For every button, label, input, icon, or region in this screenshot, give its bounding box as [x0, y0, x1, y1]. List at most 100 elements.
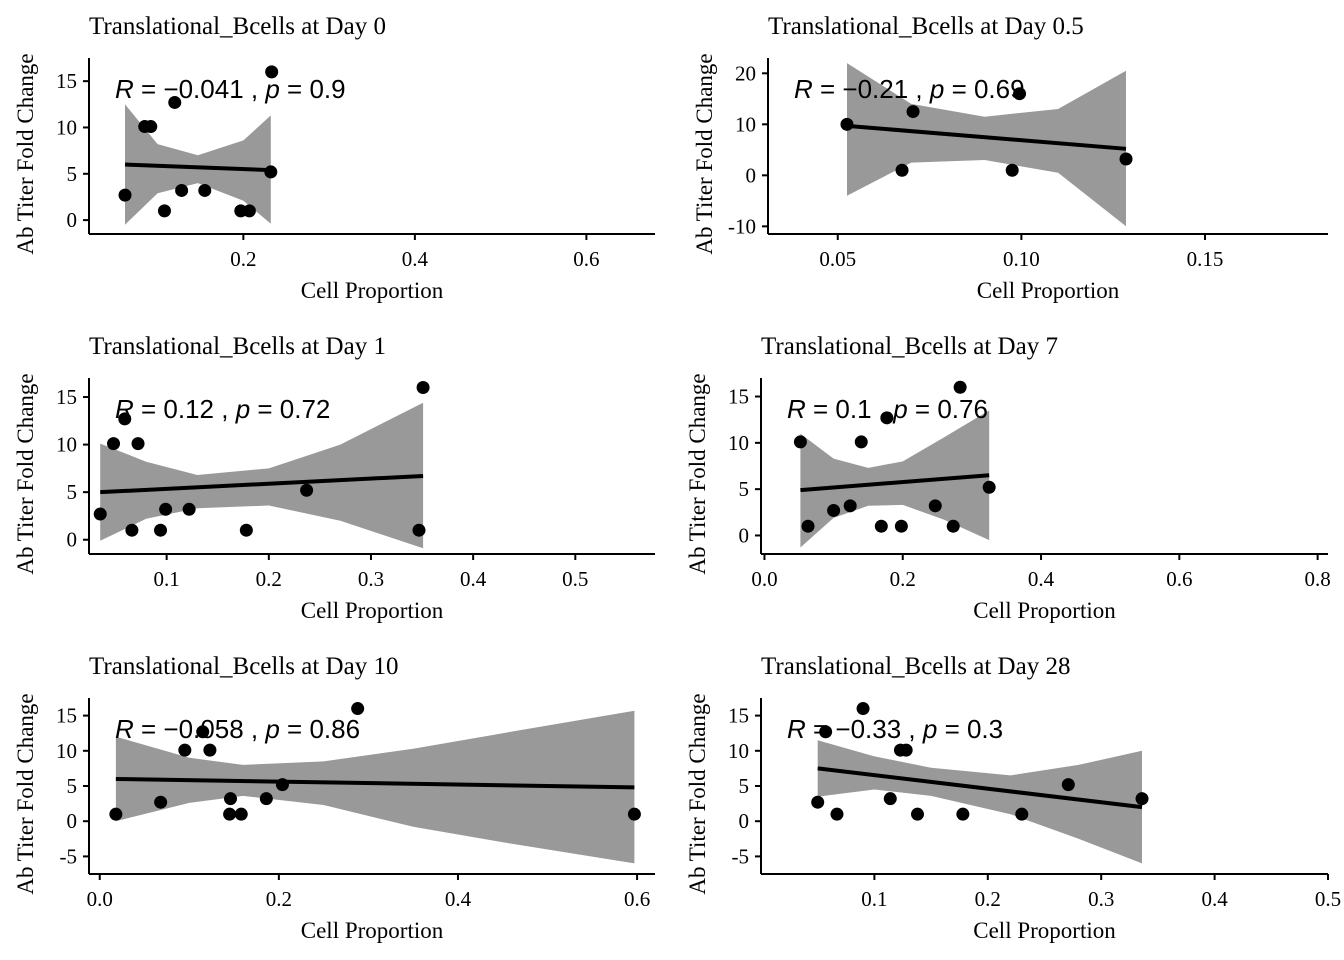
data-point — [109, 807, 123, 821]
r-label: R — [794, 74, 813, 104]
y-axis-title: Ab Titer Fold Change — [13, 53, 38, 254]
r-label: R — [787, 394, 806, 424]
x-tick-label: 0.4 — [1201, 887, 1228, 911]
x-tick-label: 0.3 — [1088, 887, 1114, 911]
data-point — [811, 795, 825, 809]
y-axis-title: Ab Titer Fold Change — [13, 693, 38, 894]
data-point — [412, 523, 426, 537]
x-tick-label: 0.15 — [1187, 247, 1224, 271]
r-label: R — [115, 714, 134, 744]
data-point — [899, 743, 913, 757]
data-point — [159, 502, 173, 516]
r-value: = −0.058 , — [134, 714, 266, 744]
confidence-band — [800, 410, 990, 548]
x-tick-label: 0.10 — [1003, 247, 1040, 271]
y-tick-label: 0 — [67, 528, 78, 552]
data-point — [880, 411, 894, 425]
y-tick-label: 10 — [56, 739, 77, 763]
x-tick-label: 0.2 — [266, 887, 292, 911]
data-point — [178, 743, 192, 757]
y-tick-label: 10 — [735, 112, 756, 136]
data-point — [819, 725, 833, 739]
y-tick-label: 15 — [56, 385, 77, 409]
x-tick-label: 0.4 — [402, 247, 429, 271]
panel-title: Translational_Bcells at Day 0.5 — [768, 13, 1084, 40]
panel-title: Translational_Bcells at Day 0 — [89, 13, 386, 40]
regression-line — [100, 473, 424, 495]
y-tick-label: 0 — [67, 208, 78, 232]
data-point — [1135, 792, 1149, 806]
x-tick-label: 0.2 — [256, 567, 282, 591]
y-tick-label: 5 — [67, 480, 78, 504]
x-axis-title: Cell Proportion — [301, 918, 444, 943]
chart-panel-3: 0.1 0.2 0.3 0.4 0.5 0 5 10 15 Translational_Bcell… — [13, 333, 655, 623]
data-point — [118, 188, 132, 202]
data-point — [224, 792, 237, 806]
correlation-annotation: R = −0.058 , p = 0.86 — [115, 714, 360, 744]
x-tick-label: 0.1 — [154, 567, 180, 591]
y-tick-label: 0 — [746, 163, 757, 187]
data-point — [801, 519, 815, 533]
confidence-band — [100, 402, 424, 549]
confidence-band — [847, 63, 1126, 227]
regression-line — [124, 162, 271, 173]
data-point — [894, 519, 908, 533]
data-point — [264, 165, 278, 179]
x-tick-label: 0.4 — [1028, 567, 1055, 591]
y-axis-title: Ab Titer Fold Change — [685, 373, 710, 574]
y-axis-title: Ab Titer Fold Change — [692, 53, 717, 254]
r-value: = −0.21 , — [813, 74, 930, 104]
y-tick-label: 10 — [728, 431, 749, 455]
data-point — [953, 380, 967, 394]
y-tick-label: -5 — [60, 844, 78, 868]
correlation-annotation: R = −0.33 , p = 0.3 — [787, 714, 1003, 744]
y-tick-label: 5 — [67, 162, 78, 186]
r-value: = 0.1 , — [806, 394, 893, 424]
x-tick-label: 0.6 — [624, 887, 650, 911]
x-axis-title: Cell Proportion — [301, 598, 444, 623]
data-point — [928, 499, 942, 513]
data-point — [840, 117, 854, 131]
r-label: R — [787, 714, 806, 744]
x-tick-label: 0.05 — [819, 247, 856, 271]
correlation-annotation: R = 0.1 , p = 0.76 — [787, 394, 988, 424]
p-value: = 0.9 — [280, 74, 346, 104]
data-point — [223, 807, 237, 821]
y-tick-label: 15 — [56, 69, 77, 93]
r-value: = −0.33 , — [806, 714, 923, 744]
y-tick-label: 5 — [739, 477, 750, 501]
data-point — [168, 95, 182, 109]
x-tick-label: 0.2 — [975, 887, 1001, 911]
x-axis-title: Cell Proportion — [301, 278, 444, 303]
data-point — [856, 702, 870, 716]
data-point — [956, 807, 970, 821]
data-point — [910, 807, 924, 821]
r-label: R — [115, 74, 134, 104]
data-point — [144, 120, 158, 134]
data-point — [830, 807, 844, 821]
chart-panel-6: 0.1 0.2 0.3 0.4 0.5 -5 0 5 10 15 Translational_Bce… — [685, 653, 1341, 943]
chart-panel-2: 0.05 0.10 0.15 -10 0 10 20 Translational_Bcells… — [692, 13, 1328, 303]
p-label: p — [264, 714, 279, 744]
p-value: = 0.86 — [280, 714, 360, 744]
y-tick-label: 15 — [728, 704, 749, 728]
panel-title: Translational_Bcells at Day 1 — [89, 333, 386, 360]
data-point — [793, 435, 807, 449]
data-point — [906, 105, 920, 119]
x-tick-label: 0.5 — [562, 567, 588, 591]
y-tick-label: -5 — [732, 844, 750, 868]
x-tick-label: 0.2 — [890, 567, 916, 591]
data-point — [242, 204, 256, 218]
x-tick-label: 0.4 — [445, 887, 472, 911]
y-axis-title: Ab Titer Fold Change — [13, 373, 38, 574]
correlation-annotation: R = −0.21 , p = 0.69 — [794, 74, 1025, 104]
x-tick-label: 0.0 — [751, 567, 777, 591]
y-tick-label: 15 — [56, 704, 77, 728]
data-point — [107, 437, 121, 451]
data-point — [196, 725, 210, 739]
chart-panel-5: 0.0 0.2 0.4 0.6 -5 0 5 10 15 Translational_Bcells… — [13, 653, 655, 943]
x-tick-label: 0.5 — [1315, 887, 1341, 911]
y-tick-label: 5 — [67, 774, 78, 798]
y-tick-label: 0 — [739, 809, 750, 833]
